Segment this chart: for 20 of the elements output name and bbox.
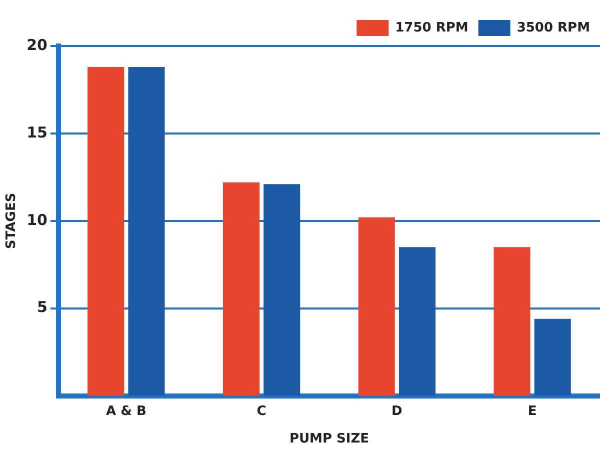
x-tick-label: C: [256, 404, 266, 419]
bar: [358, 217, 395, 396]
bar: [88, 66, 124, 396]
x-tick-label: D: [392, 404, 403, 419]
legend-label: 1750 RPM: [395, 20, 468, 36]
y-tick-label: 5: [37, 298, 48, 316]
x-tick-label: E: [528, 404, 537, 419]
bar: [398, 247, 436, 396]
bar: [264, 184, 300, 396]
legend-label: 3500 RPM: [516, 20, 590, 36]
x-tick-label: A & B: [106, 404, 146, 419]
bar: [222, 182, 260, 396]
y-tick-label: 15: [26, 123, 48, 142]
y-tick-label: 10: [26, 210, 48, 229]
y-tick-label: 20: [26, 36, 48, 54]
y-axis-title: STAGES: [4, 192, 20, 249]
bar: [494, 247, 530, 396]
x-axis-title: PUMP SIZE: [289, 432, 370, 447]
bar: [128, 66, 165, 396]
bar: [534, 318, 571, 396]
